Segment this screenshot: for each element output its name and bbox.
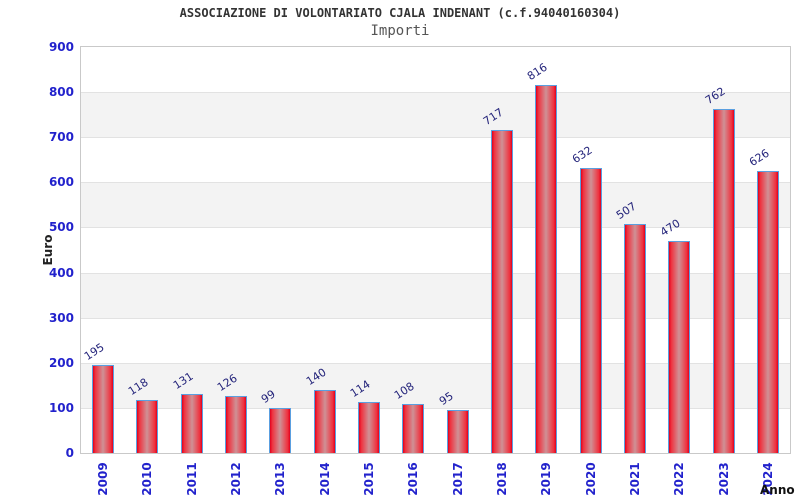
gridline bbox=[81, 92, 790, 94]
bar-2024 bbox=[756, 170, 779, 453]
x-tick-label: 2010 bbox=[140, 462, 155, 496]
bar-2021 bbox=[623, 224, 646, 453]
gridline bbox=[81, 227, 790, 229]
x-tick-label: 2021 bbox=[627, 462, 642, 496]
bar-2022 bbox=[668, 240, 691, 453]
x-tick-label: 2022 bbox=[672, 462, 687, 496]
bar-value-label: 195 bbox=[82, 340, 107, 364]
y-tick-label: 700 bbox=[48, 130, 74, 145]
grid-band bbox=[81, 92, 790, 138]
x-tick-label: 2013 bbox=[273, 462, 288, 496]
gridline bbox=[81, 137, 790, 139]
x-tick-label: 2019 bbox=[539, 462, 554, 496]
bar-2011 bbox=[180, 393, 203, 453]
bar-2016 bbox=[402, 404, 425, 453]
gridline bbox=[81, 317, 790, 319]
bar-value-label: 632 bbox=[569, 143, 595, 166]
x-tick-label: 2020 bbox=[583, 462, 598, 496]
x-tick-label: 2011 bbox=[184, 462, 199, 496]
gridline bbox=[81, 362, 790, 364]
y-tick-label: 0 bbox=[65, 446, 74, 460]
gridline bbox=[81, 182, 790, 184]
x-tick-label: 2018 bbox=[494, 462, 509, 496]
x-tick-label: 2009 bbox=[96, 462, 111, 496]
bar-2019 bbox=[535, 84, 558, 453]
x-tick-label: 2016 bbox=[406, 462, 421, 496]
bar-2010 bbox=[136, 399, 159, 453]
y-tick-label: 500 bbox=[48, 220, 74, 235]
bar-value-label: 816 bbox=[525, 60, 550, 83]
y-tick-label: 800 bbox=[48, 85, 74, 100]
y-tick-label: 400 bbox=[48, 265, 74, 280]
y-tick-label: 900 bbox=[48, 40, 74, 54]
gridline bbox=[81, 272, 790, 274]
x-tick-label: 2023 bbox=[716, 462, 731, 496]
bar-2012 bbox=[225, 396, 248, 453]
chart-subtitle: Importi bbox=[370, 23, 430, 39]
x-axis-title: Anno bbox=[760, 483, 795, 497]
x-tick-label: 2014 bbox=[317, 462, 332, 496]
bar-2015 bbox=[358, 401, 381, 453]
y-tick-label: 600 bbox=[48, 175, 74, 190]
x-tick-label: 2012 bbox=[229, 462, 244, 496]
plot-area: 195 118 131 126 99 140 114 108 95 717 816 632 507 470… bbox=[80, 46, 791, 454]
bar-2017 bbox=[446, 410, 469, 453]
bar-2009 bbox=[92, 365, 115, 453]
bar-2020 bbox=[579, 167, 602, 453]
bar-2013 bbox=[269, 408, 292, 453]
x-tick-label: 2017 bbox=[450, 462, 465, 496]
bar-value-label: 626 bbox=[746, 146, 772, 169]
grid-band bbox=[81, 182, 790, 228]
y-tick-label: 300 bbox=[48, 310, 74, 325]
x-tick-label: 2015 bbox=[362, 462, 377, 496]
gridline bbox=[81, 407, 790, 409]
bar-2014 bbox=[313, 389, 336, 453]
y-tick-label: 200 bbox=[48, 355, 74, 370]
y-tick-label: 100 bbox=[48, 400, 74, 415]
bar-2018 bbox=[490, 129, 513, 453]
bar-2023 bbox=[712, 109, 735, 453]
chart-title: ASSOCIAZIONE DI VOLONTARIATO CJALA INDEN… bbox=[179, 6, 621, 20]
